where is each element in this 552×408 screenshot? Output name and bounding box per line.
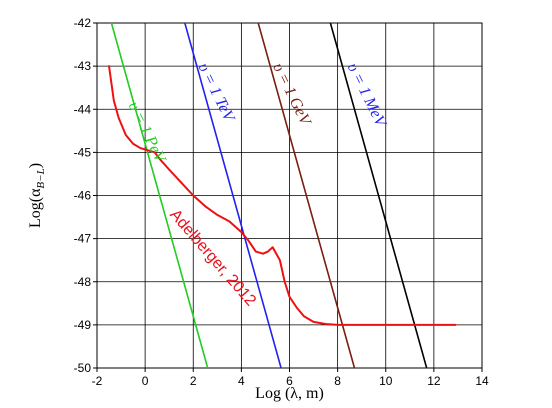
y-tick-label: -45 — [74, 145, 92, 159]
y-tick-label: -50 — [74, 361, 92, 375]
y-tick-label: -48 — [74, 275, 92, 289]
y-tick-label: -49 — [74, 318, 92, 332]
x-tick-label: 2 — [190, 374, 197, 388]
series-layer — [108, 23, 457, 368]
series-line-1 — [184, 23, 282, 368]
y-tick-label: -42 — [74, 16, 92, 30]
series-line-3 — [329, 23, 428, 368]
x-axis-label: Log (λ, m) — [255, 385, 324, 402]
x-tick-label: 6 — [286, 374, 293, 388]
series-line-0 — [110, 23, 209, 368]
y-axis-label-subscript: B−L — [35, 168, 47, 188]
y-tick-label: -43 — [74, 59, 92, 73]
y-tick-label: -44 — [74, 102, 92, 116]
y-tick-label: -47 — [74, 232, 92, 246]
x-tick-label: 12 — [427, 374, 441, 388]
x-tick-labels: -2 0 2 4 6 8 10 12 14 — [92, 368, 489, 388]
x-tick-label: 4 — [238, 374, 245, 388]
series-line-adelberger — [108, 65, 457, 326]
y-tick-label: -46 — [74, 189, 92, 203]
annotation-adelberger-2012: Adelberger, 2012 — [166, 206, 259, 309]
x-tick-label: -2 — [92, 374, 103, 388]
x-tick-label: 14 — [475, 374, 489, 388]
series-line-2 — [257, 23, 356, 368]
y-tick-labels: -50 -49 -48 -47 -46 -45 -44 -43 -42 — [74, 16, 97, 375]
x-tick-label: 8 — [334, 374, 341, 388]
x-tick-label: 0 — [142, 374, 149, 388]
annotation-line-label: υ = 1 GeV — [269, 60, 314, 129]
annotation-line-label: υ = 1 TeV — [195, 60, 239, 126]
y-axis-label-close: ) — [27, 163, 44, 168]
y-axis-label: Log(αB−L) — [27, 163, 47, 228]
x-tick-label: 10 — [379, 374, 393, 388]
y-axis-label-main: Log(α — [27, 188, 44, 228]
